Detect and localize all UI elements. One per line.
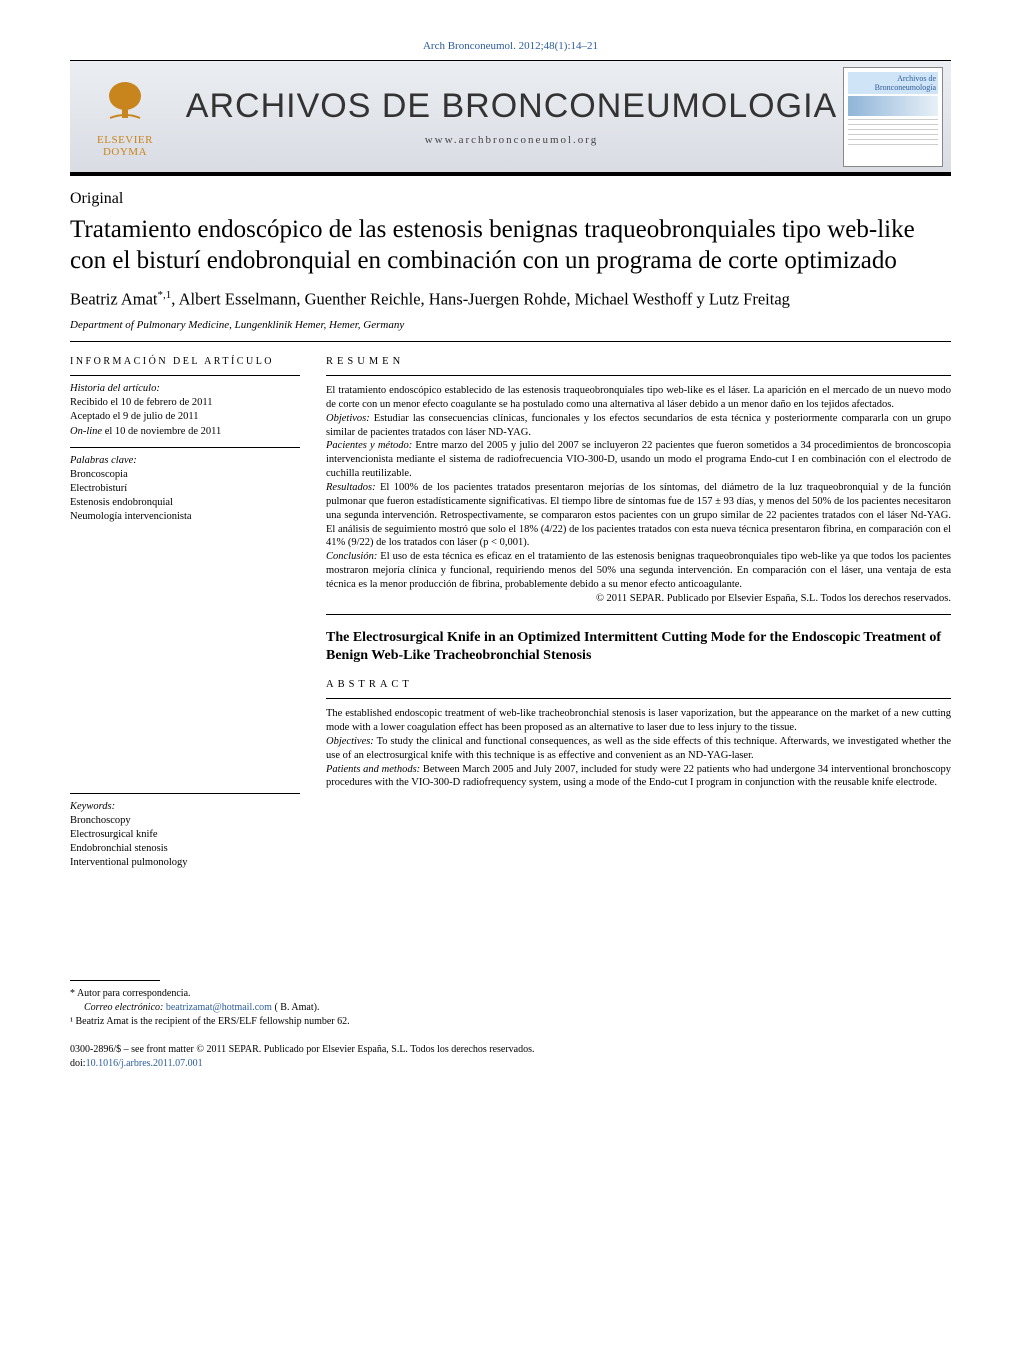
citation-line: Arch Bronconeumol. 2012;48(1):14–21 (70, 40, 951, 52)
right-column: RESUMEN El tratamiento endoscópico estab… (326, 342, 951, 870)
banner-center: ARCHIVOS DE BRONCONEUMOLOGIA www.archbro… (180, 87, 843, 146)
abstract-heading: ABSTRACT (326, 679, 951, 690)
issn-copyright-line: 0300-2896/$ – see front matter © 2011 SE… (70, 1043, 951, 1057)
abstract-body: The established endoscopic treatment of … (326, 698, 951, 798)
journal-banner: ELSEVIER DOYMA ARCHIVOS DE BRONCONEUMOLO… (70, 61, 951, 176)
resumen-body: El tratamiento endoscópico establecido d… (326, 375, 951, 615)
abstract-obj: To study the clinical and functional con… (326, 736, 951, 761)
author-first: Beatriz Amat (70, 289, 158, 308)
left-column: INFORMACIÓN DEL ARTÍCULO Historia del ar… (70, 342, 300, 870)
resumen-con-label: Conclusión: (326, 551, 377, 562)
resumen-p1: El tratamiento endoscópico establecido d… (326, 384, 951, 412)
kw-en-2: Endobronchial stenosis (70, 843, 168, 854)
online-date: el 10 de noviembre de 2011 (102, 426, 221, 437)
email-label: Correo electrónico: (84, 1002, 163, 1013)
abstract-pm: Between March 2005 and July 2007, includ… (326, 764, 951, 789)
resumen-obj-label: Objetivos: (326, 413, 370, 424)
email-tail: ( B. Amat). (272, 1002, 320, 1013)
publisher-logo: ELSEVIER DOYMA (70, 59, 180, 174)
received-date: Recibido el 10 de febrero de 2011 (70, 397, 212, 408)
article-type: Original (70, 190, 951, 208)
footnote-rule (70, 980, 160, 981)
elsevier-tree-icon (100, 76, 150, 134)
resumen-pm: Entre marzo del 2005 y julio del 2007 se… (326, 440, 951, 479)
two-column-region: INFORMACIÓN DEL ARTÍCULO Historia del ar… (70, 342, 951, 870)
resumen-obj: Estudiar las consecuencias clínicas, fun… (326, 413, 951, 438)
abstract-pm-label: Patients and methods: (326, 764, 420, 775)
history-label: Historia del artículo: (70, 383, 160, 394)
affiliation: Department of Pulmonary Medicine, Lungen… (70, 319, 951, 331)
abstract-obj-label: Objectives: (326, 736, 374, 747)
online-label: On-line (70, 426, 102, 437)
article-title: Tratamiento endoscópico de las estenosis… (70, 214, 951, 277)
journal-name: ARCHIVOS DE BRONCONEUMOLOGIA (180, 87, 843, 126)
footnotes: * Autor para correspondencia. Correo ele… (70, 987, 951, 1029)
doi-block: 0300-2896/$ – see front matter © 2011 SE… (70, 1043, 951, 1070)
resumen-heading: RESUMEN (326, 356, 951, 367)
accepted-date: Aceptado el 9 de julio de 2011 (70, 411, 199, 422)
footnote-1: ¹ Beatriz Amat is the recipient of the E… (70, 1015, 951, 1029)
resumen-res-label: Resultados: (326, 482, 376, 493)
resumen-con: El uso de esta técnica es eficaz en el t… (326, 551, 951, 590)
kw-en-3: Interventional pulmonology (70, 857, 188, 868)
english-title: The Electrosurgical Knife in an Optimize… (326, 629, 951, 665)
keywords-label: Keywords: (70, 801, 115, 812)
doi-label: doi: (70, 1058, 86, 1069)
journal-url[interactable]: www.archbronconeumol.org (180, 134, 843, 146)
author-email-link[interactable]: beatrizamat@hotmail.com (166, 1002, 272, 1013)
keywords-en-block: Keywords: Bronchoscopy Electrosurgical k… (70, 793, 300, 871)
kw-en-1: Electrosurgical knife (70, 829, 158, 840)
resumen-res: El 100% de los pacientes tratados presen… (326, 482, 951, 548)
abstract-p1: The established endoscopic treatment of … (326, 707, 951, 735)
author-rest: , Albert Esselmann, Guenther Reichle, Ha… (171, 289, 790, 308)
palabras-clave-label: Palabras clave: (70, 455, 137, 466)
cover-title: Archivos de Bronconeumología (848, 72, 938, 94)
resumen-pm-label: Pacientes y método: (326, 440, 412, 451)
resumen-copyright: © 2011 SEPAR. Publicado por Elsevier Esp… (326, 592, 951, 606)
corresponding-author: * Autor para correspondencia. (70, 987, 951, 1001)
kw-es-0: Broncoscopia (70, 469, 128, 480)
publisher-name: ELSEVIER DOYMA (97, 134, 153, 158)
authors: Beatriz Amat*,1, Albert Esselmann, Guent… (70, 289, 951, 310)
author-marks: *,1 (158, 289, 172, 301)
kw-es-3: Neumología intervencionista (70, 511, 192, 522)
kw-es-1: Electrobisturí (70, 483, 127, 494)
article-history: Historia del artículo: Recibido el 10 de… (70, 375, 300, 439)
doi-link[interactable]: 10.1016/j.arbres.2011.07.001 (86, 1058, 203, 1069)
article-info-heading: INFORMACIÓN DEL ARTÍCULO (70, 356, 300, 367)
kw-es-2: Estenosis endobronquial (70, 497, 173, 508)
keywords-es-block: Palabras clave: Broncoscopia Electrobist… (70, 447, 300, 525)
kw-en-0: Bronchoscopy (70, 815, 131, 826)
journal-cover-thumbnail: Archivos de Bronconeumología (843, 67, 943, 167)
